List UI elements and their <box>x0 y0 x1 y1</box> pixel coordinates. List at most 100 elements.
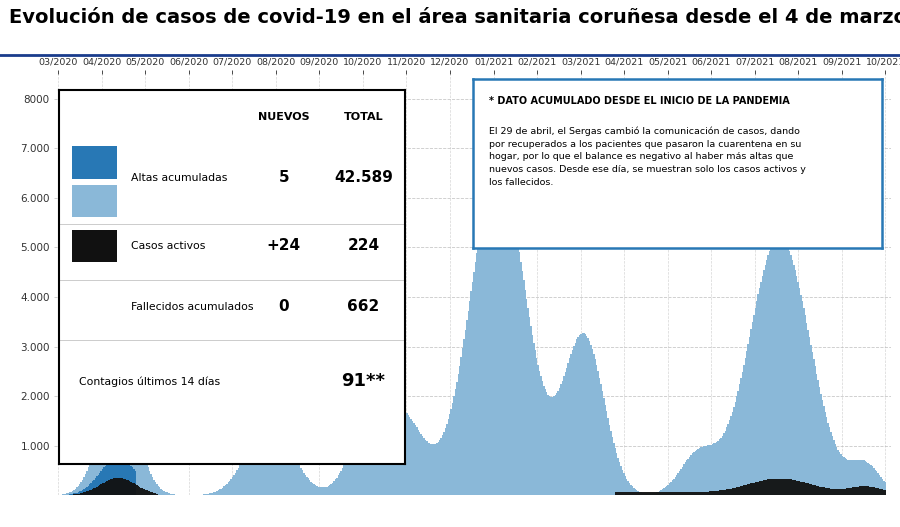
Bar <box>866 462 868 495</box>
Bar <box>880 489 882 495</box>
Bar <box>104 466 106 495</box>
Bar <box>829 427 831 495</box>
Bar <box>799 481 800 495</box>
Bar <box>583 334 585 495</box>
Bar <box>790 480 792 495</box>
Bar <box>827 423 829 495</box>
Bar <box>630 492 632 495</box>
Bar <box>632 492 634 495</box>
Bar <box>547 395 549 495</box>
Bar <box>94 487 96 495</box>
Bar <box>80 493 82 495</box>
Bar <box>515 227 516 495</box>
Bar <box>647 493 649 495</box>
Bar <box>739 486 741 495</box>
Bar <box>386 404 388 495</box>
Bar <box>763 270 765 495</box>
Bar <box>346 459 347 495</box>
Bar <box>391 403 392 495</box>
Bar <box>824 488 826 495</box>
Bar <box>148 467 149 495</box>
Bar <box>76 487 77 495</box>
Bar <box>859 460 860 495</box>
Bar <box>743 365 744 495</box>
Bar <box>855 487 856 495</box>
Bar <box>121 478 122 495</box>
Bar <box>795 480 796 495</box>
Bar <box>131 467 133 495</box>
Bar <box>661 490 662 495</box>
Bar <box>406 413 408 495</box>
Bar <box>698 448 699 495</box>
Bar <box>239 465 240 495</box>
Bar <box>138 486 139 495</box>
Bar <box>471 291 472 495</box>
Bar <box>696 492 698 495</box>
Bar <box>102 469 104 495</box>
Bar <box>366 417 367 495</box>
Bar <box>445 428 446 495</box>
Bar <box>673 492 675 495</box>
Bar <box>111 480 112 495</box>
Bar <box>328 486 329 495</box>
Bar <box>116 478 118 495</box>
Bar <box>413 423 415 495</box>
Bar <box>396 405 398 495</box>
Bar <box>608 418 609 495</box>
Bar <box>215 492 216 495</box>
Bar <box>259 428 260 495</box>
Bar <box>389 403 391 495</box>
Bar <box>230 479 232 495</box>
Bar <box>662 492 663 495</box>
Bar <box>86 492 87 495</box>
Bar <box>245 454 246 495</box>
Bar <box>94 478 96 495</box>
Bar <box>776 479 778 495</box>
Bar <box>443 432 445 495</box>
Bar <box>129 406 130 495</box>
Bar <box>822 487 824 495</box>
Bar <box>885 490 886 495</box>
Bar <box>246 452 248 495</box>
Bar <box>118 478 119 495</box>
Bar <box>113 479 114 495</box>
Bar <box>617 492 619 495</box>
Bar <box>662 490 663 495</box>
Bar <box>65 494 66 495</box>
Bar <box>875 487 876 495</box>
Bar <box>820 394 822 495</box>
Bar <box>793 265 795 495</box>
Bar <box>128 481 129 495</box>
Bar <box>123 392 125 495</box>
Bar <box>72 491 73 495</box>
Bar <box>403 409 405 495</box>
Bar <box>142 451 143 495</box>
Bar <box>605 405 606 495</box>
Bar <box>435 444 436 495</box>
Bar <box>730 489 732 495</box>
Bar <box>656 492 658 495</box>
Bar <box>481 227 482 495</box>
Bar <box>850 460 851 495</box>
Bar <box>257 430 259 495</box>
Bar <box>712 444 713 495</box>
Bar <box>281 430 282 495</box>
Bar <box>284 437 286 495</box>
Bar <box>226 484 228 495</box>
Bar <box>634 492 636 495</box>
Bar <box>533 343 535 495</box>
Bar <box>478 244 479 495</box>
Bar <box>880 477 882 495</box>
Bar <box>84 489 85 495</box>
Bar <box>768 480 769 495</box>
Bar <box>85 488 86 495</box>
Bar <box>744 358 746 495</box>
Bar <box>851 487 853 495</box>
Text: 91**: 91** <box>341 373 385 391</box>
Bar <box>109 461 111 495</box>
Bar <box>622 470 623 495</box>
Bar <box>736 396 737 495</box>
Bar <box>529 317 530 495</box>
Bar <box>412 421 413 495</box>
Bar <box>816 374 817 495</box>
